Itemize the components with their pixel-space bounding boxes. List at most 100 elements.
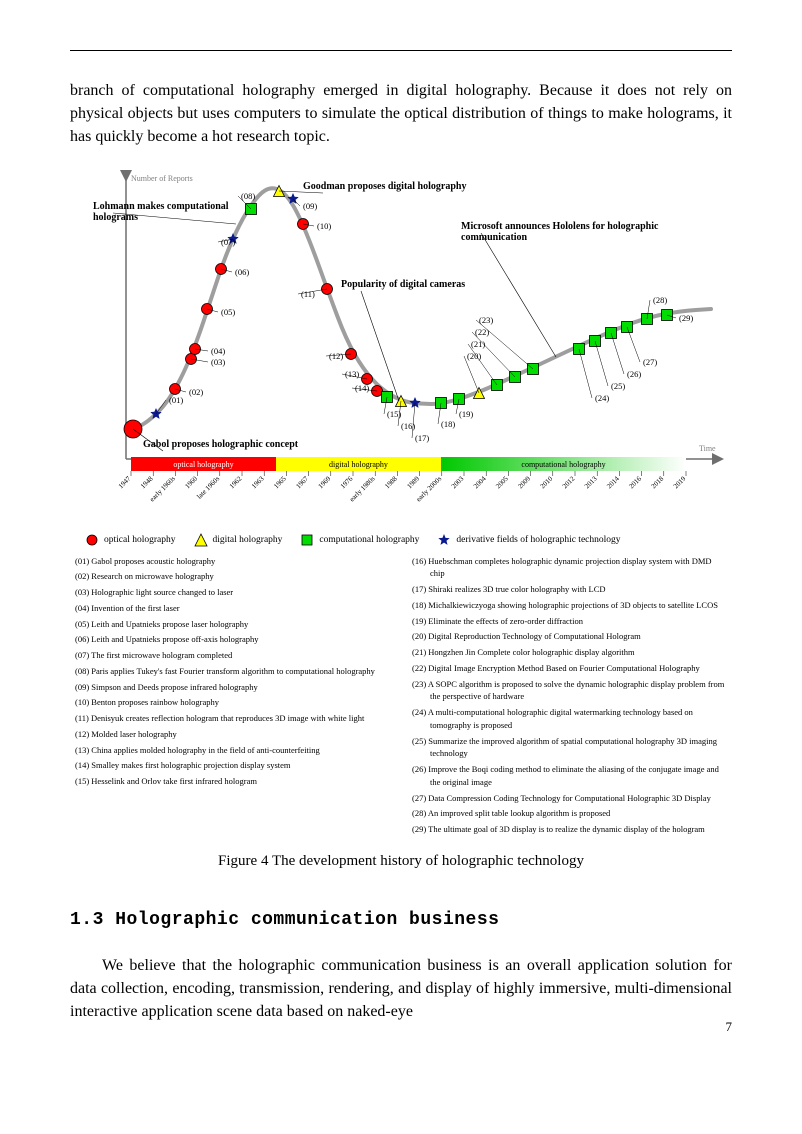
event-item: (04) Invention of the first laser xyxy=(75,602,390,615)
events-right-col: (16) Huebschman completes holographic dy… xyxy=(412,555,727,839)
y-axis-label: Number of Reports xyxy=(131,174,193,183)
svg-text:(23): (23) xyxy=(479,315,493,325)
svg-text:(12): (12) xyxy=(329,351,343,361)
svg-text:(01): (01) xyxy=(169,395,183,405)
svg-text:(07): (07) xyxy=(221,237,235,247)
legend-label: optical holography xyxy=(104,535,176,545)
svg-text:2018: 2018 xyxy=(650,474,666,490)
event-item: (18) Michalkiewiczyoga showing holograph… xyxy=(412,599,727,612)
legend-item: derivative fields of holographic technol… xyxy=(437,533,620,547)
svg-text:(29): (29) xyxy=(679,313,693,323)
svg-text:2009: 2009 xyxy=(516,474,532,490)
section-heading: 1.3 Holographic communication business xyxy=(70,910,732,930)
event-item: (21) Hongzhen Jin Complete color hologra… xyxy=(412,646,727,659)
svg-text:(17): (17) xyxy=(415,433,429,443)
svg-text:(04): (04) xyxy=(211,346,225,356)
event-item: (03) Holographic light source changed to… xyxy=(75,586,390,599)
svg-text:1960: 1960 xyxy=(183,474,199,490)
event-item: (05) Leith and Upatnieks propose laser h… xyxy=(75,618,390,631)
svg-text:(22): (22) xyxy=(475,327,489,337)
figure-caption: Figure 4 The development history of holo… xyxy=(71,853,731,870)
svg-text:1976: 1976 xyxy=(339,474,355,490)
svg-text:(27): (27) xyxy=(643,357,657,367)
section-paragraph: We believe that the holographic communic… xyxy=(70,954,732,1024)
svg-text:2003: 2003 xyxy=(450,474,466,490)
svg-text:2019: 2019 xyxy=(672,474,688,490)
svg-text:(05): (05) xyxy=(221,307,235,317)
event-item: (28) An improved split table lookup algo… xyxy=(412,807,727,820)
svg-text:(10): (10) xyxy=(317,221,331,231)
event-item: (24) A multi-computational holographic d… xyxy=(412,706,727,732)
event-item: (26) Improve the Boqi coding method to e… xyxy=(412,763,727,789)
event-item: (14) Smalley makes first holographic pro… xyxy=(75,759,390,772)
event-item: (01) Gabol proposes acoustic holography xyxy=(75,555,390,568)
svg-text:(06): (06) xyxy=(235,267,249,277)
event-item: (06) Leith and Upatnieks propose off-axi… xyxy=(75,633,390,646)
svg-text:(02): (02) xyxy=(189,387,203,397)
event-item: (07) The first microwave hologram comple… xyxy=(75,649,390,662)
svg-text:(11): (11) xyxy=(301,289,315,299)
svg-text:Goodman proposes digital holog: Goodman proposes digital holography xyxy=(303,181,466,192)
x-axis-label: Time xyxy=(699,444,716,453)
event-item: (08) Paris applies Tukey's fast Fourier … xyxy=(75,665,390,678)
legend-label: digital holography xyxy=(213,535,283,545)
svg-text:1965: 1965 xyxy=(272,474,288,490)
svg-text:1962: 1962 xyxy=(228,474,244,490)
legend-item: computational holography xyxy=(300,533,419,547)
svg-text:computational holography: computational holography xyxy=(521,460,605,469)
event-item: (29) The ultimate goal of 3D display is … xyxy=(412,823,727,836)
svg-text:digital holography: digital holography xyxy=(329,460,388,469)
event-item: (22) Digital Image Encryption Method Bas… xyxy=(412,662,727,675)
svg-text:1967: 1967 xyxy=(294,474,310,490)
event-item: (23) A SOPC algorithm is proposed to sol… xyxy=(412,678,727,704)
svg-text:2016: 2016 xyxy=(627,474,643,490)
event-item: (27) Data Compression Coding Technology … xyxy=(412,792,727,805)
top-rule xyxy=(70,50,732,51)
svg-text:holograms: holograms xyxy=(93,212,138,223)
svg-text:2004: 2004 xyxy=(472,474,488,490)
svg-text:Lohmann makes computational: Lohmann makes computational xyxy=(93,201,229,212)
svg-text:2013: 2013 xyxy=(583,474,599,490)
svg-text:1989: 1989 xyxy=(405,474,421,490)
event-item: (19) Eliminate the effects of zero-order… xyxy=(412,615,727,628)
svg-text:(03): (03) xyxy=(211,357,225,367)
event-item: (25) Summarize the improved algorithm of… xyxy=(412,735,727,761)
event-item: (17) Shiraki realizes 3D true color holo… xyxy=(412,583,727,596)
legend: optical holography digital holography comp… xyxy=(85,533,731,547)
event-item: (10) Benton proposes rainbow holography xyxy=(75,696,390,709)
svg-text:2010: 2010 xyxy=(539,474,555,490)
event-item: (16) Huebschman completes holographic dy… xyxy=(412,555,727,581)
x-ticks: 19471948early 1960s1960late 1960s1962196… xyxy=(117,471,688,503)
svg-text:Gabol proposes holographic con: Gabol proposes holographic concept xyxy=(143,439,299,450)
svg-text:(13): (13) xyxy=(345,369,359,379)
page-number: 7 xyxy=(726,1019,733,1035)
event-item: (11) Denisyuk creates reflection hologra… xyxy=(75,712,390,725)
event-item: (20) Digital Reproduction Technology of … xyxy=(412,630,727,643)
svg-text:(19): (19) xyxy=(459,409,473,419)
svg-text:1969: 1969 xyxy=(317,474,333,490)
svg-text:Popularity of digital cameras: Popularity of digital cameras xyxy=(341,279,465,290)
events-left-col: (01) Gabol proposes acoustic holography (… xyxy=(75,555,390,839)
svg-text:(25): (25) xyxy=(611,381,625,391)
event-item: (02) Research on microwave holography xyxy=(75,570,390,583)
event-item: (09) Simpson and Deeds propose infrared … xyxy=(75,681,390,694)
svg-text:optical holography: optical holography xyxy=(173,460,233,469)
svg-text:late 1960s: late 1960s xyxy=(195,474,221,500)
history-chart-svg: Number of Reports Time optical holograph… xyxy=(71,169,731,529)
event-item: (13) China applies molded holography in … xyxy=(75,744,390,757)
event-item: (12) Molded laser holography xyxy=(75,728,390,741)
svg-text:(09): (09) xyxy=(303,201,317,211)
svg-text:(14): (14) xyxy=(355,383,369,393)
svg-text:1947: 1947 xyxy=(117,474,133,490)
svg-text:(26): (26) xyxy=(627,369,641,379)
svg-text:1948: 1948 xyxy=(139,474,155,490)
svg-text:(08): (08) xyxy=(241,191,255,201)
intro-paragraph: branch of computational holography emerg… xyxy=(70,79,732,149)
svg-text:2005: 2005 xyxy=(494,474,510,490)
svg-text:1988: 1988 xyxy=(383,474,399,490)
svg-text:(28): (28) xyxy=(653,295,667,305)
svg-text:Microsoft announces Hololens f: Microsoft announces Hololens for hologra… xyxy=(461,221,659,232)
event-item: (15) Hesselink and Orlov take first infr… xyxy=(75,775,390,788)
svg-text:communication: communication xyxy=(461,232,528,243)
callouts: Gabol proposes holographic concept Lohman… xyxy=(93,181,659,451)
